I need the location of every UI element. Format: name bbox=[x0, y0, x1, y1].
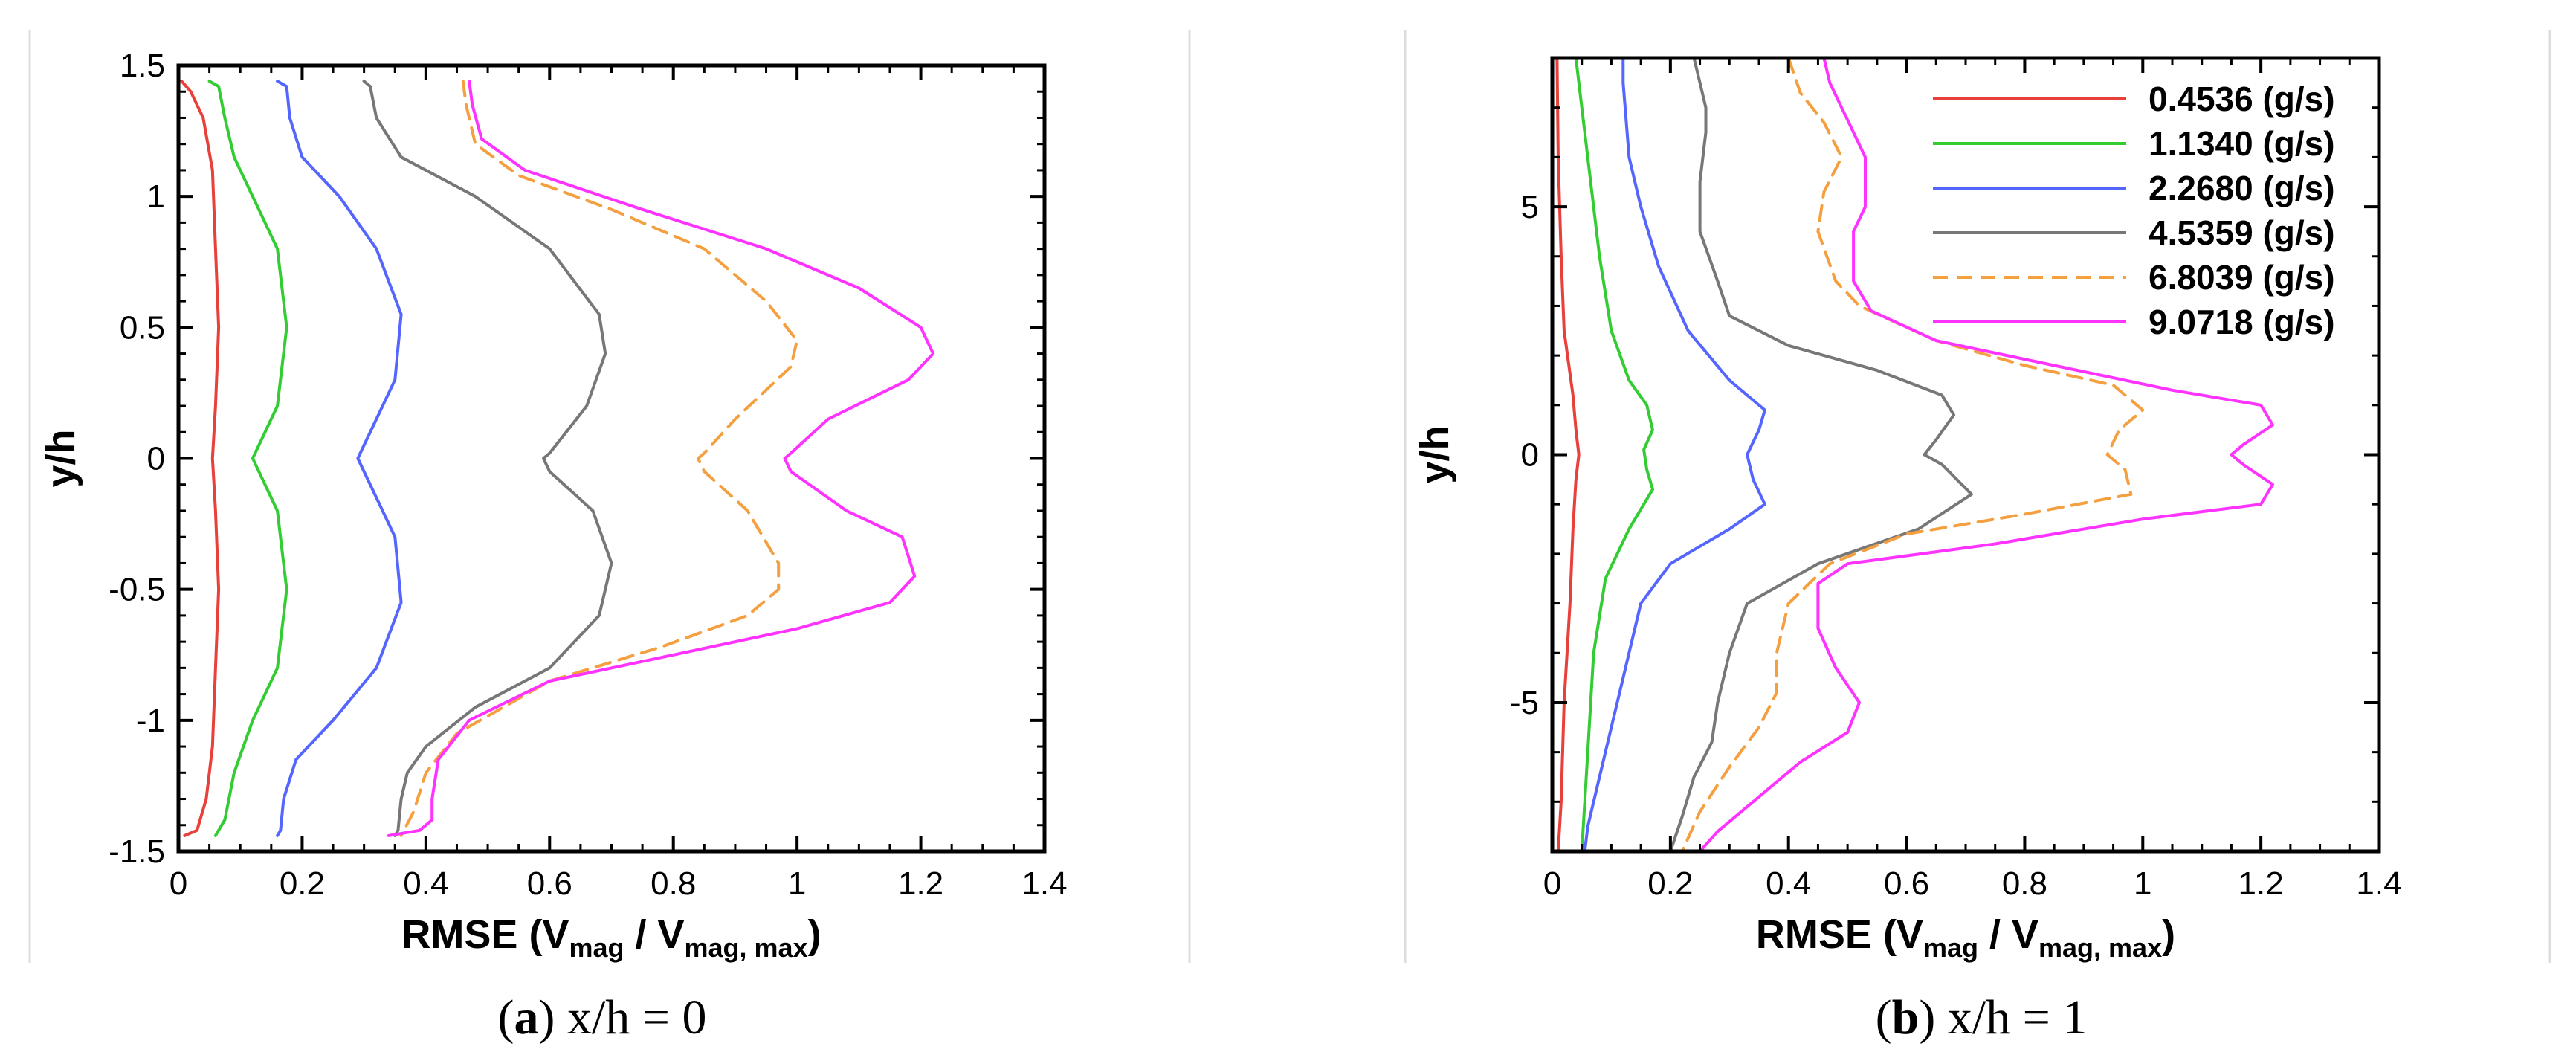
chart-a-xlabel: RMSE (Vmag / Vmag, max) bbox=[401, 912, 821, 963]
chart-b-xlabel-mid: / V bbox=[1978, 912, 2038, 957]
chart-b-xtick-label-5: 1 bbox=[2134, 865, 2151, 902]
legend-label-5: 6.8039 (g/s) bbox=[2149, 258, 2335, 297]
chart-a-xtick-label-3: 0.6 bbox=[527, 865, 572, 902]
chart-b-ylabel: y/h bbox=[1413, 425, 1457, 483]
chart-b-ytick-label-1: 0 bbox=[1521, 437, 1539, 474]
chart-a-series-2 bbox=[207, 80, 288, 837]
chart-a-ytick-label-2: -0.5 bbox=[109, 572, 165, 608]
legend-label-4: 4.5359 (g/s) bbox=[2149, 213, 2335, 252]
chart-panel-b: 0 0.2 0.4 0.6 0.8 1 1.2 1.4 -5 0 5 RMSE (Vmag / Vma… bbox=[1413, 56, 2402, 963]
chart-a-ytick-label-6: 1.5 bbox=[120, 48, 165, 84]
chart-b-xtick-label-6: 1.2 bbox=[2238, 865, 2284, 902]
chart-a-series-3 bbox=[276, 80, 403, 837]
chart-b-xtick-label-4: 0.8 bbox=[2002, 865, 2047, 902]
chart-a-series-6 bbox=[387, 80, 935, 837]
chart-b-series-3 bbox=[1583, 58, 1766, 851]
chart-a-xlabel-post: ) bbox=[808, 912, 821, 957]
chart-b-xtick-label-3: 0.6 bbox=[1884, 865, 1929, 902]
chart-a-xtick-label-0: 0 bbox=[170, 865, 187, 902]
legend-label-2: 1.1340 (g/s) bbox=[2149, 124, 2335, 163]
chart-a-plot-frame bbox=[176, 63, 1047, 854]
chart-b-series-4 bbox=[1668, 58, 1973, 851]
chart-b-xlabel-sub1: mag bbox=[1923, 932, 1978, 963]
chart-b-xtick-label-0: 0 bbox=[1543, 865, 1561, 902]
chart-b-series-5 bbox=[1680, 58, 2145, 851]
chart-b-series-2 bbox=[1574, 58, 1654, 851]
chart-a-series-4 bbox=[362, 80, 613, 837]
chart-b-ytick-label-0: -5 bbox=[1510, 685, 1539, 721]
chart-a-xtick-label-7: 1.4 bbox=[1021, 865, 1067, 902]
chart-a-xtick-label-6: 1.2 bbox=[898, 865, 943, 902]
chart-b-xtick-label-1: 0.2 bbox=[1647, 865, 1693, 902]
chart-a-xtick-label-5: 1 bbox=[788, 865, 806, 902]
chart-b-xlabel-post: ) bbox=[2162, 912, 2175, 957]
chart-b-xlabel-pre: RMSE (V bbox=[1756, 912, 1923, 957]
caption-a-text: x/h = 0 bbox=[555, 990, 706, 1045]
chart-b-series-6 bbox=[1698, 58, 2274, 851]
chart-a-xlabel-mid: / V bbox=[624, 912, 684, 957]
chart-b-xtick-label-7: 1.4 bbox=[2356, 865, 2401, 902]
chart-a-ytick-label-1: -1 bbox=[136, 703, 165, 739]
chart-a-series-5 bbox=[399, 80, 799, 837]
chart-a-xtick-label-4: 0.8 bbox=[651, 865, 696, 902]
chart-a-series-1 bbox=[180, 80, 221, 837]
chart-a-ylabel: y/h bbox=[39, 429, 83, 487]
chart-b-ytick-label-2: 5 bbox=[1521, 189, 1539, 225]
caption-b-letter: b bbox=[1892, 990, 1920, 1045]
chart-panel-a: 0 0.2 0.4 0.6 0.8 1 1.2 1.4 -1.5 -1 -0.5 0 0.5 1 1.5 RM… bbox=[39, 48, 1068, 963]
chart-a-xtick-label-1: 0.2 bbox=[280, 865, 325, 902]
chart-a-ytick-label-0: -1.5 bbox=[109, 833, 165, 870]
legend-label-3: 2.2680 (g/s) bbox=[2149, 169, 2335, 207]
chart-a-ytick-label-4: 0.5 bbox=[120, 309, 165, 346]
chart-b-xlabel: RMSE (Vmag / Vmag, max) bbox=[1756, 912, 2175, 963]
chart-a-xtick-label-2: 0.4 bbox=[403, 865, 448, 902]
chart-a-xlabel-pre: RMSE (V bbox=[401, 912, 569, 957]
legend-label-1: 0.4536 (g/s) bbox=[2149, 80, 2335, 118]
chart-a-ytick-label-3: 0 bbox=[147, 441, 165, 477]
caption-a: (a) x/h = 0 bbox=[497, 990, 706, 1045]
chart-a-ytick-label-5: 1 bbox=[147, 178, 165, 215]
caption-a-letter: a bbox=[514, 990, 538, 1045]
chart-b-xtick-label-2: 0.4 bbox=[1766, 865, 1811, 902]
caption-b: (b) x/h = 1 bbox=[1876, 990, 2088, 1045]
caption-b-text: x/h = 1 bbox=[1935, 990, 2087, 1045]
legend-label-6: 9.0718 (g/s) bbox=[2149, 303, 2335, 341]
chart-a-xlabel-sub1: mag bbox=[569, 932, 624, 963]
chart-b-xlabel-sub2: mag, max bbox=[2038, 932, 2162, 963]
chart-a-xlabel-sub2: mag, max bbox=[685, 932, 808, 963]
